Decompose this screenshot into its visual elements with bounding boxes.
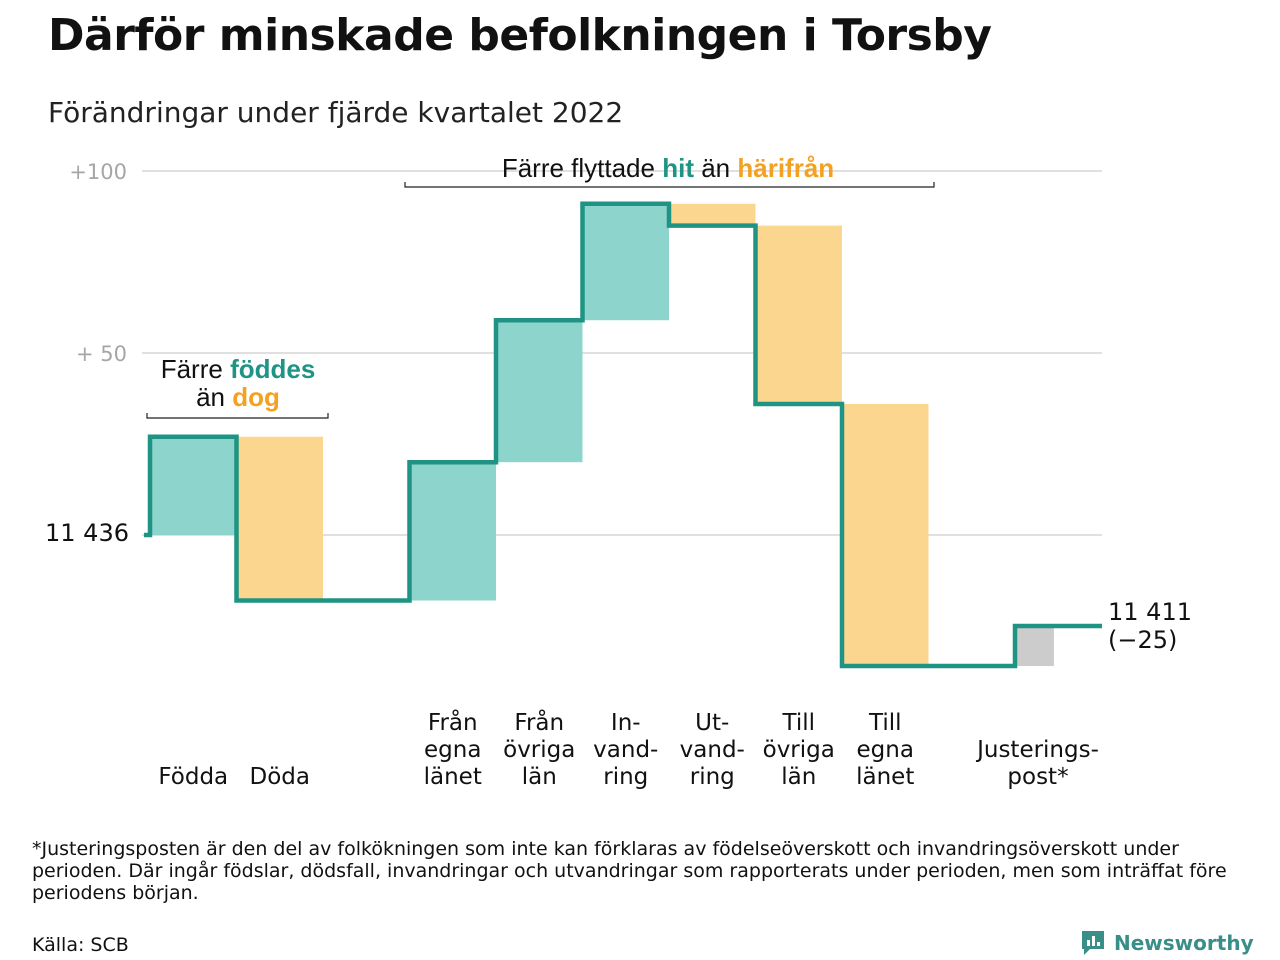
footnote: *Justeringsposten är den del av folkökni…: [32, 838, 1227, 904]
category-label: Från: [428, 708, 478, 736]
annotation-migration-prefix: Färre flyttade: [502, 153, 655, 183]
category-label: Till: [781, 710, 815, 736]
brand-logo: Newsworthy: [1080, 928, 1254, 958]
newsworthy-logo-icon: [1082, 931, 1104, 955]
end-change-label: (−25): [1108, 626, 1177, 654]
y-tick-label: +100: [69, 160, 127, 184]
category-label: län: [781, 764, 816, 790]
category-label: länet: [856, 764, 914, 790]
category-label: ring: [690, 764, 735, 790]
annotation-deaths-highlight: dog: [232, 382, 280, 412]
annotation-births-line2: än dog: [196, 382, 280, 412]
bar-justeringspost: [1015, 626, 1054, 667]
bar-födda: [150, 436, 237, 535]
annotation-deaths-text: än: [196, 382, 225, 412]
step-line: [144, 201, 1102, 669]
annotation-migration-text: Färre flyttade hit än härifrån: [502, 153, 834, 183]
annotation-migration-bracket: [404, 182, 935, 188]
category-label: övriga: [763, 737, 835, 763]
category-label: län: [522, 764, 557, 790]
bars: [150, 203, 1054, 667]
annotation-births-text: Färre: [161, 354, 223, 384]
y-tick-labels: +100 + 50: [69, 160, 127, 366]
category-label: egna: [857, 737, 914, 763]
bar-tillegnalänet: [842, 403, 929, 667]
start-value-label: 11 436: [45, 519, 129, 547]
bar-döda: [236, 436, 323, 601]
annotation-births-highlight: föddes: [230, 354, 315, 384]
bar-utvandring: [669, 203, 756, 226]
category-label: In-: [611, 710, 641, 736]
annotation-migration-in: hit: [662, 153, 694, 183]
annotation-migration: Färre flyttade hit än härifrån: [404, 153, 935, 188]
source: Källa: SCB: [32, 934, 129, 956]
category-labels: Födda DödaFrånegnalänetFrånövrigalänIn-va…: [158, 708, 1099, 790]
bar-frånövrigalän: [496, 320, 583, 463]
bar-frånegnalänet: [409, 462, 496, 601]
page-subtitle: Förändringar under fjärde kvartalet 2022: [48, 96, 624, 129]
end-value-label: 11 411: [1108, 598, 1192, 626]
annotation-migration-out: härifrån: [737, 153, 834, 183]
category-label: egna: [424, 737, 481, 763]
category-label: Justerings-: [975, 737, 1099, 763]
brand-name: Newsworthy: [1114, 931, 1254, 955]
category-label: övriga: [503, 737, 575, 763]
category-label: Från: [514, 708, 564, 736]
category-label: ring: [603, 764, 648, 790]
annotation-births-line1: Färre föddes: [161, 354, 316, 384]
category-label: Ut-: [695, 710, 729, 736]
category-label: vand-: [680, 737, 745, 763]
bar-invandring: [582, 203, 669, 321]
category-label: vand-: [593, 737, 658, 763]
annotation-births: Färre föddes än dog: [146, 354, 329, 419]
category-label: Födda: [158, 764, 228, 790]
waterfall-chart: Färre föddes än dog Färre flyttade hit ä…: [45, 153, 1192, 790]
annotation-births-bracket: [146, 413, 329, 419]
bar-tillövrigalän: [755, 225, 842, 404]
category-label: post*: [1007, 764, 1068, 790]
category-label: länet: [424, 764, 482, 790]
y-tick-label: + 50: [76, 342, 127, 366]
category-label: Döda: [250, 764, 310, 790]
annotation-migration-middle: än: [701, 153, 730, 183]
category-label: Till: [868, 710, 902, 736]
page-title: Därför minskade befolkningen i Torsby: [48, 10, 992, 61]
